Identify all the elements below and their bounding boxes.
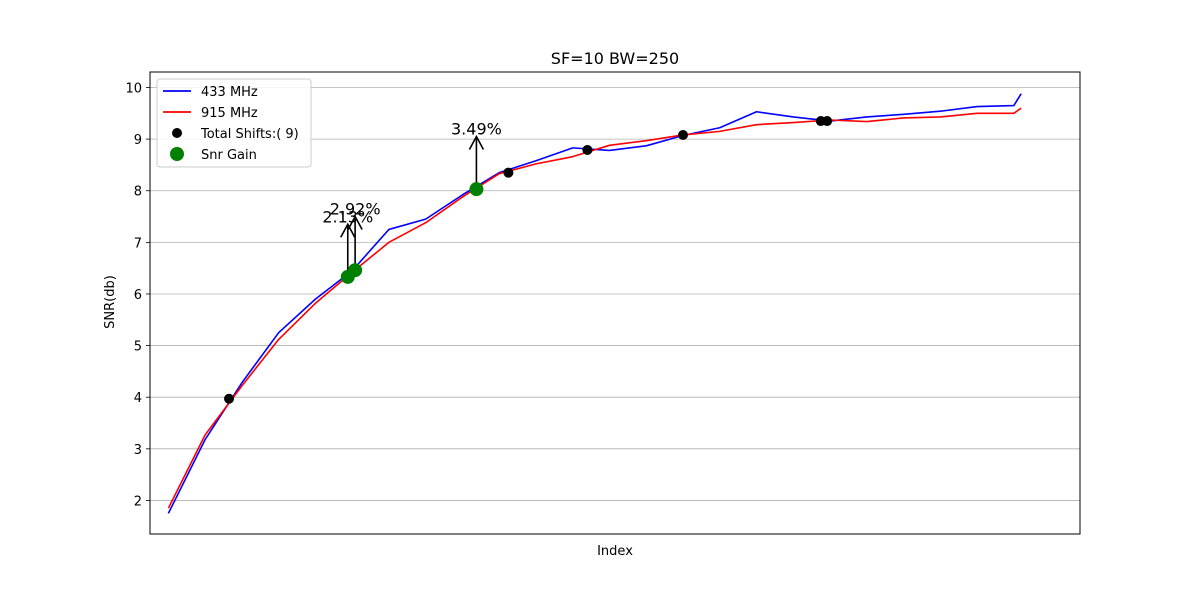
shift-point bbox=[503, 167, 514, 178]
legend-swatch-dot bbox=[172, 128, 182, 138]
shift-point bbox=[822, 116, 833, 127]
gain-arrow-head bbox=[347, 214, 363, 230]
grid-lines bbox=[150, 87, 1080, 501]
gain-label: 3.49% bbox=[451, 120, 502, 139]
shift-point bbox=[224, 393, 235, 404]
legend-box bbox=[156, 78, 312, 168]
series-line-433mhz bbox=[167, 93, 1022, 514]
x-axis-label: Index bbox=[597, 544, 633, 559]
shift-point bbox=[678, 129, 689, 140]
y-tick-label: 9 bbox=[134, 133, 142, 148]
y-tick-label: 2 bbox=[134, 494, 142, 509]
y-axis-ticks: 2 3 4 5 6 7 8 9 10 bbox=[125, 81, 150, 509]
legend-entry-label: 433 MHz bbox=[201, 85, 258, 100]
chart-title: SF=10 BW=250 bbox=[551, 49, 679, 68]
gain-point bbox=[469, 182, 484, 197]
y-tick-label: 7 bbox=[134, 236, 142, 251]
gain-label: 2.13% bbox=[322, 207, 373, 226]
y-tick-label: 8 bbox=[134, 185, 142, 200]
legend-entry-label: Total Shifts:( 9) bbox=[200, 127, 299, 142]
legend-entry-label: 915 MHz bbox=[201, 106, 258, 121]
y-tick-label: 4 bbox=[134, 391, 142, 406]
gain-label: 2.92% bbox=[330, 200, 381, 219]
marker-points bbox=[224, 116, 833, 404]
y-axis-label: SNR(db) bbox=[103, 275, 118, 329]
series-lines bbox=[167, 93, 1022, 514]
gain-annotations: 2.13%2.92% 3.49% bbox=[322, 120, 502, 277]
y-tick-label: 10 bbox=[125, 81, 142, 96]
legend: 433 MHz 915 MHz Total Shifts:( 9) Snr Gain bbox=[156, 78, 312, 168]
gain-arrow-head bbox=[340, 222, 356, 238]
y-tick-label: 6 bbox=[134, 288, 142, 303]
y-tick-label: 3 bbox=[134, 443, 142, 458]
gain-arrow-head bbox=[468, 134, 485, 150]
plot-frame bbox=[149, 71, 1081, 535]
legend-entry-label: Snr Gain bbox=[201, 148, 257, 163]
shift-point bbox=[582, 144, 593, 155]
y-tick-label: 5 bbox=[134, 340, 142, 355]
legend-swatch-dot bbox=[170, 147, 184, 161]
series-line-915mhz bbox=[167, 107, 1022, 509]
gain-point bbox=[348, 263, 363, 278]
